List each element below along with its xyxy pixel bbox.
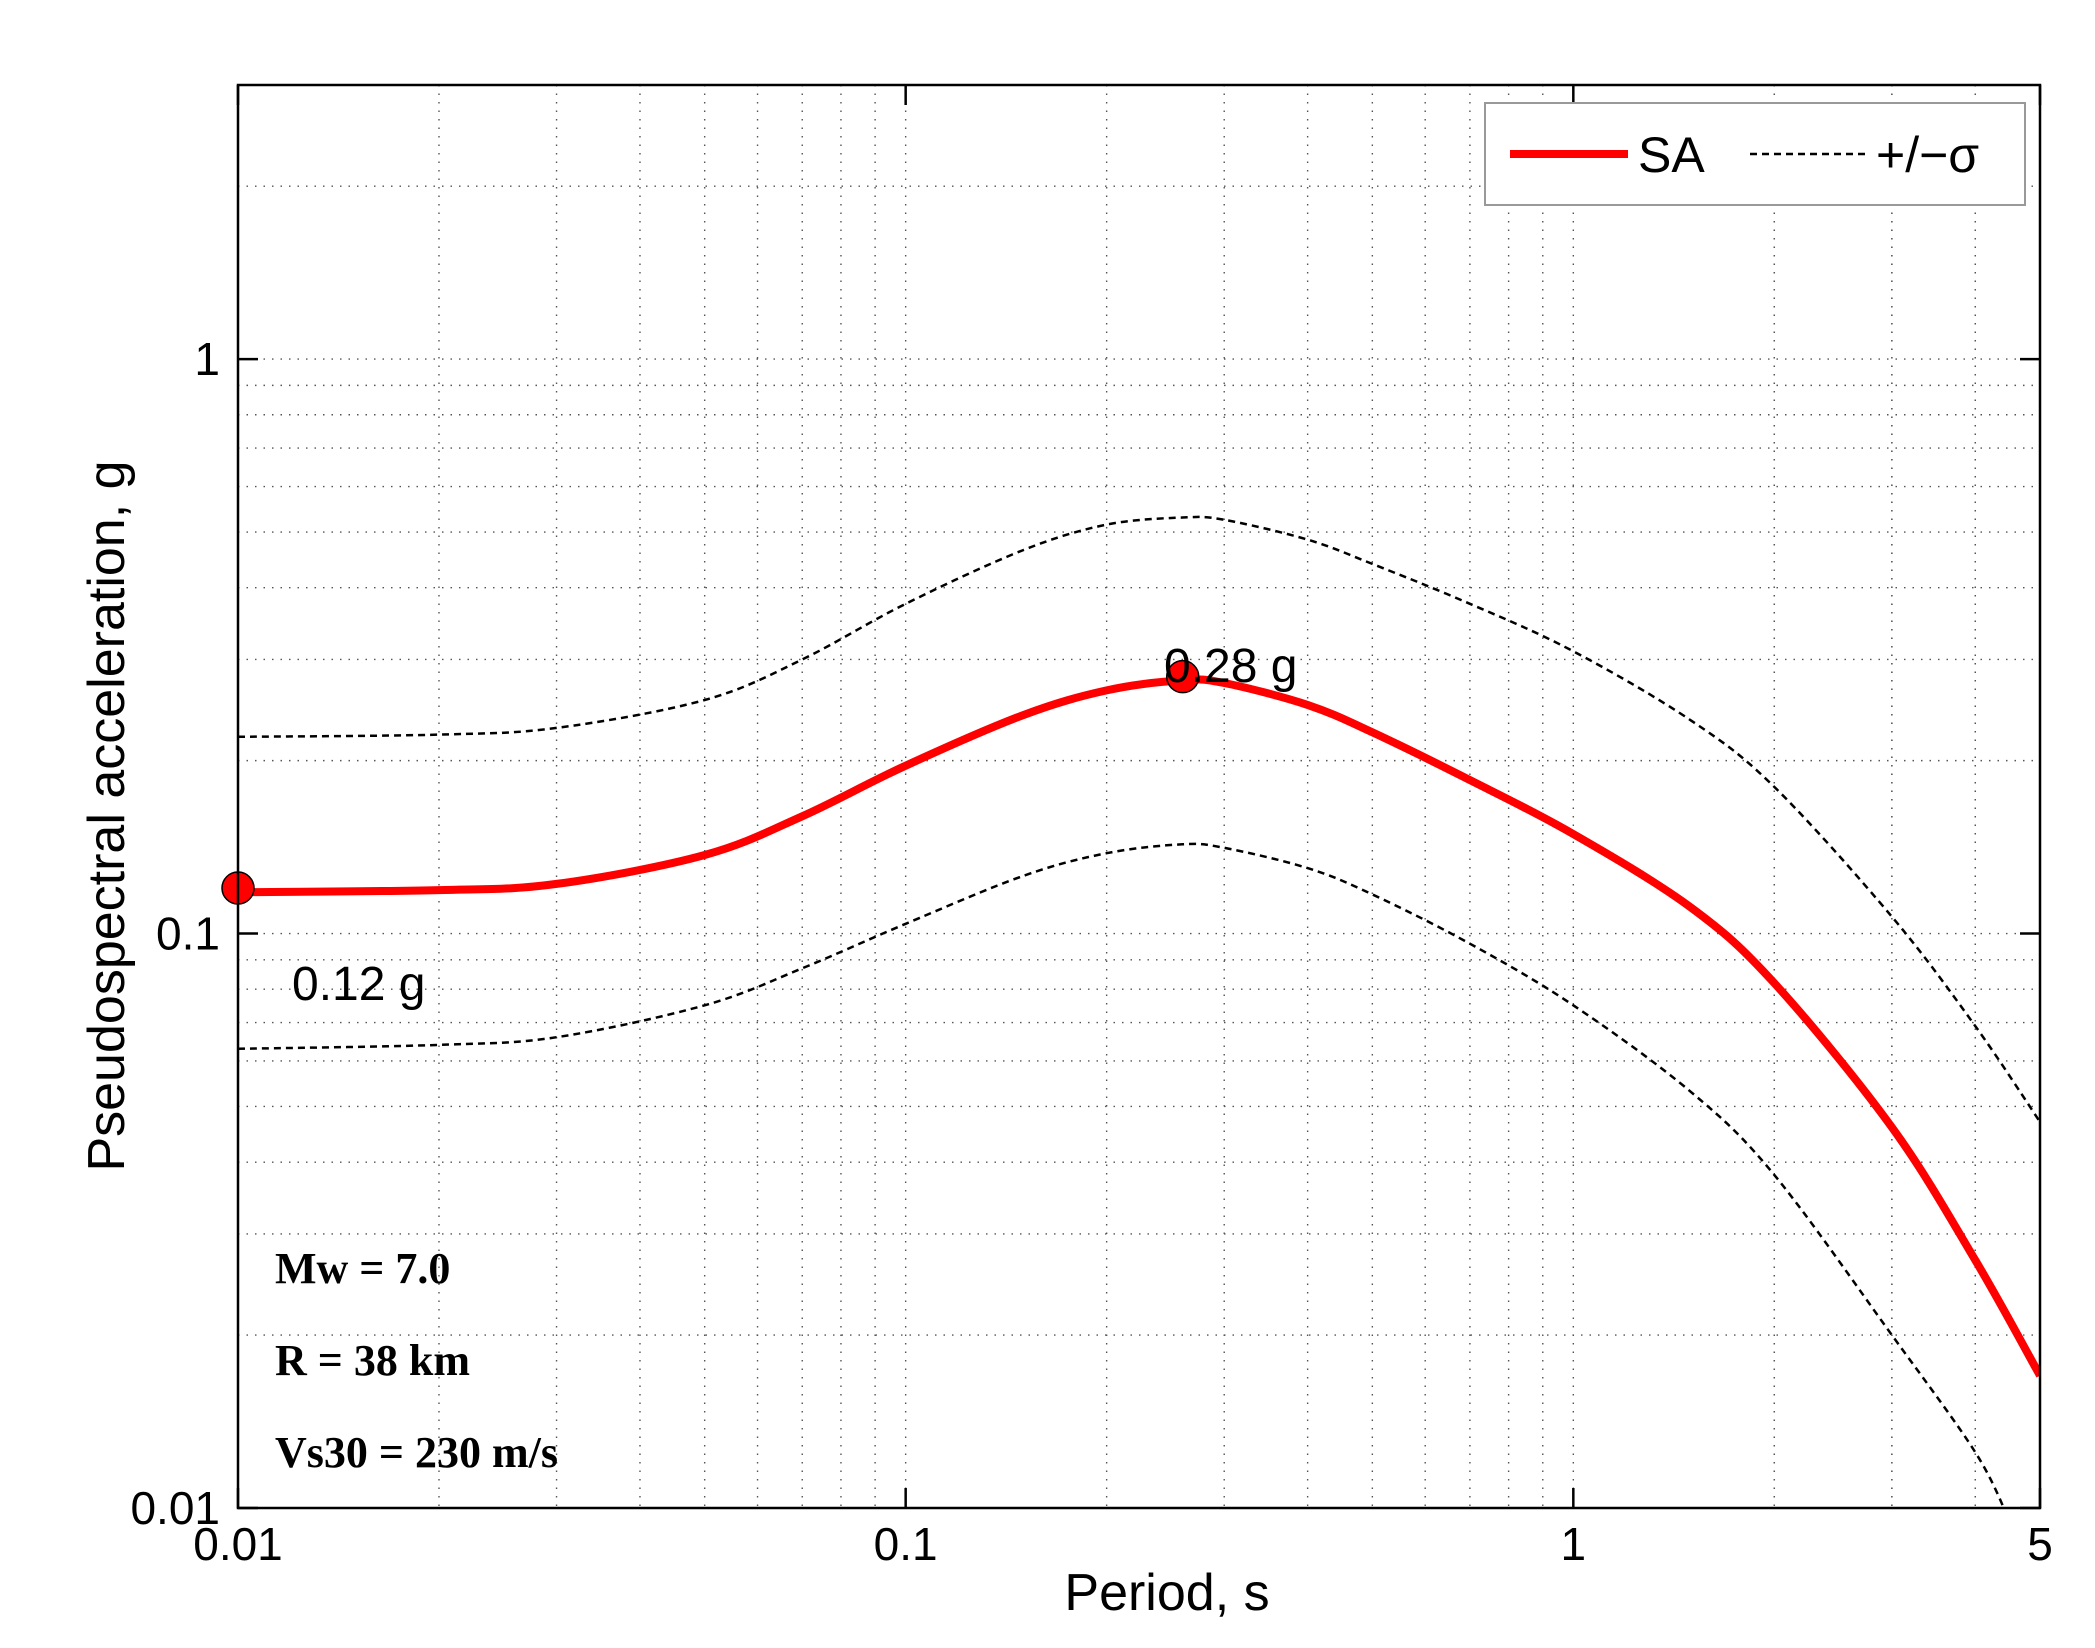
y-tick-label: 1 — [194, 333, 220, 385]
legend-label-sigma: +/−σ — [1876, 127, 1979, 183]
annotation-distance: R = 38 km — [275, 1336, 470, 1385]
y-axis-label: Pseudospectral acceleration, g — [78, 460, 136, 1171]
x-tick-label: 0.1 — [874, 1518, 938, 1570]
y-tick-label: 0.1 — [156, 908, 220, 960]
series-minus-sigma-line — [238, 842, 2006, 1508]
x-tick-label: 0.01 — [193, 1518, 283, 1570]
marker-label-0012: 0.12 g — [292, 958, 425, 1011]
series-plus-sigma-line — [238, 515, 2040, 1123]
x-tick-label: 1 — [1561, 1518, 1587, 1570]
x-axis-label: Period, s — [1064, 1564, 1269, 1622]
annotation-magnitude: Mw = 7.0 — [275, 1244, 450, 1293]
x-tick-label: 5 — [2027, 1518, 2053, 1570]
y-tick-label: 0.01 — [130, 1482, 220, 1534]
legend: SA +/−σ — [1484, 102, 2026, 206]
series-layer — [238, 515, 2040, 1508]
annotation-vs30: Vs30 = 230 m/s — [275, 1428, 558, 1477]
series-sa-line — [238, 675, 2040, 1378]
grid — [238, 85, 2040, 1508]
marker-label-028: 0.28 g — [1164, 640, 1297, 693]
tick-layer: 0.01 0.1 1 5 0.01 0.1 1 — [130, 85, 2053, 1570]
plot-frame — [236, 83, 2042, 1510]
peak-marker-1 — [1165, 659, 1200, 694]
legend-label-sa: SA — [1638, 127, 1705, 183]
